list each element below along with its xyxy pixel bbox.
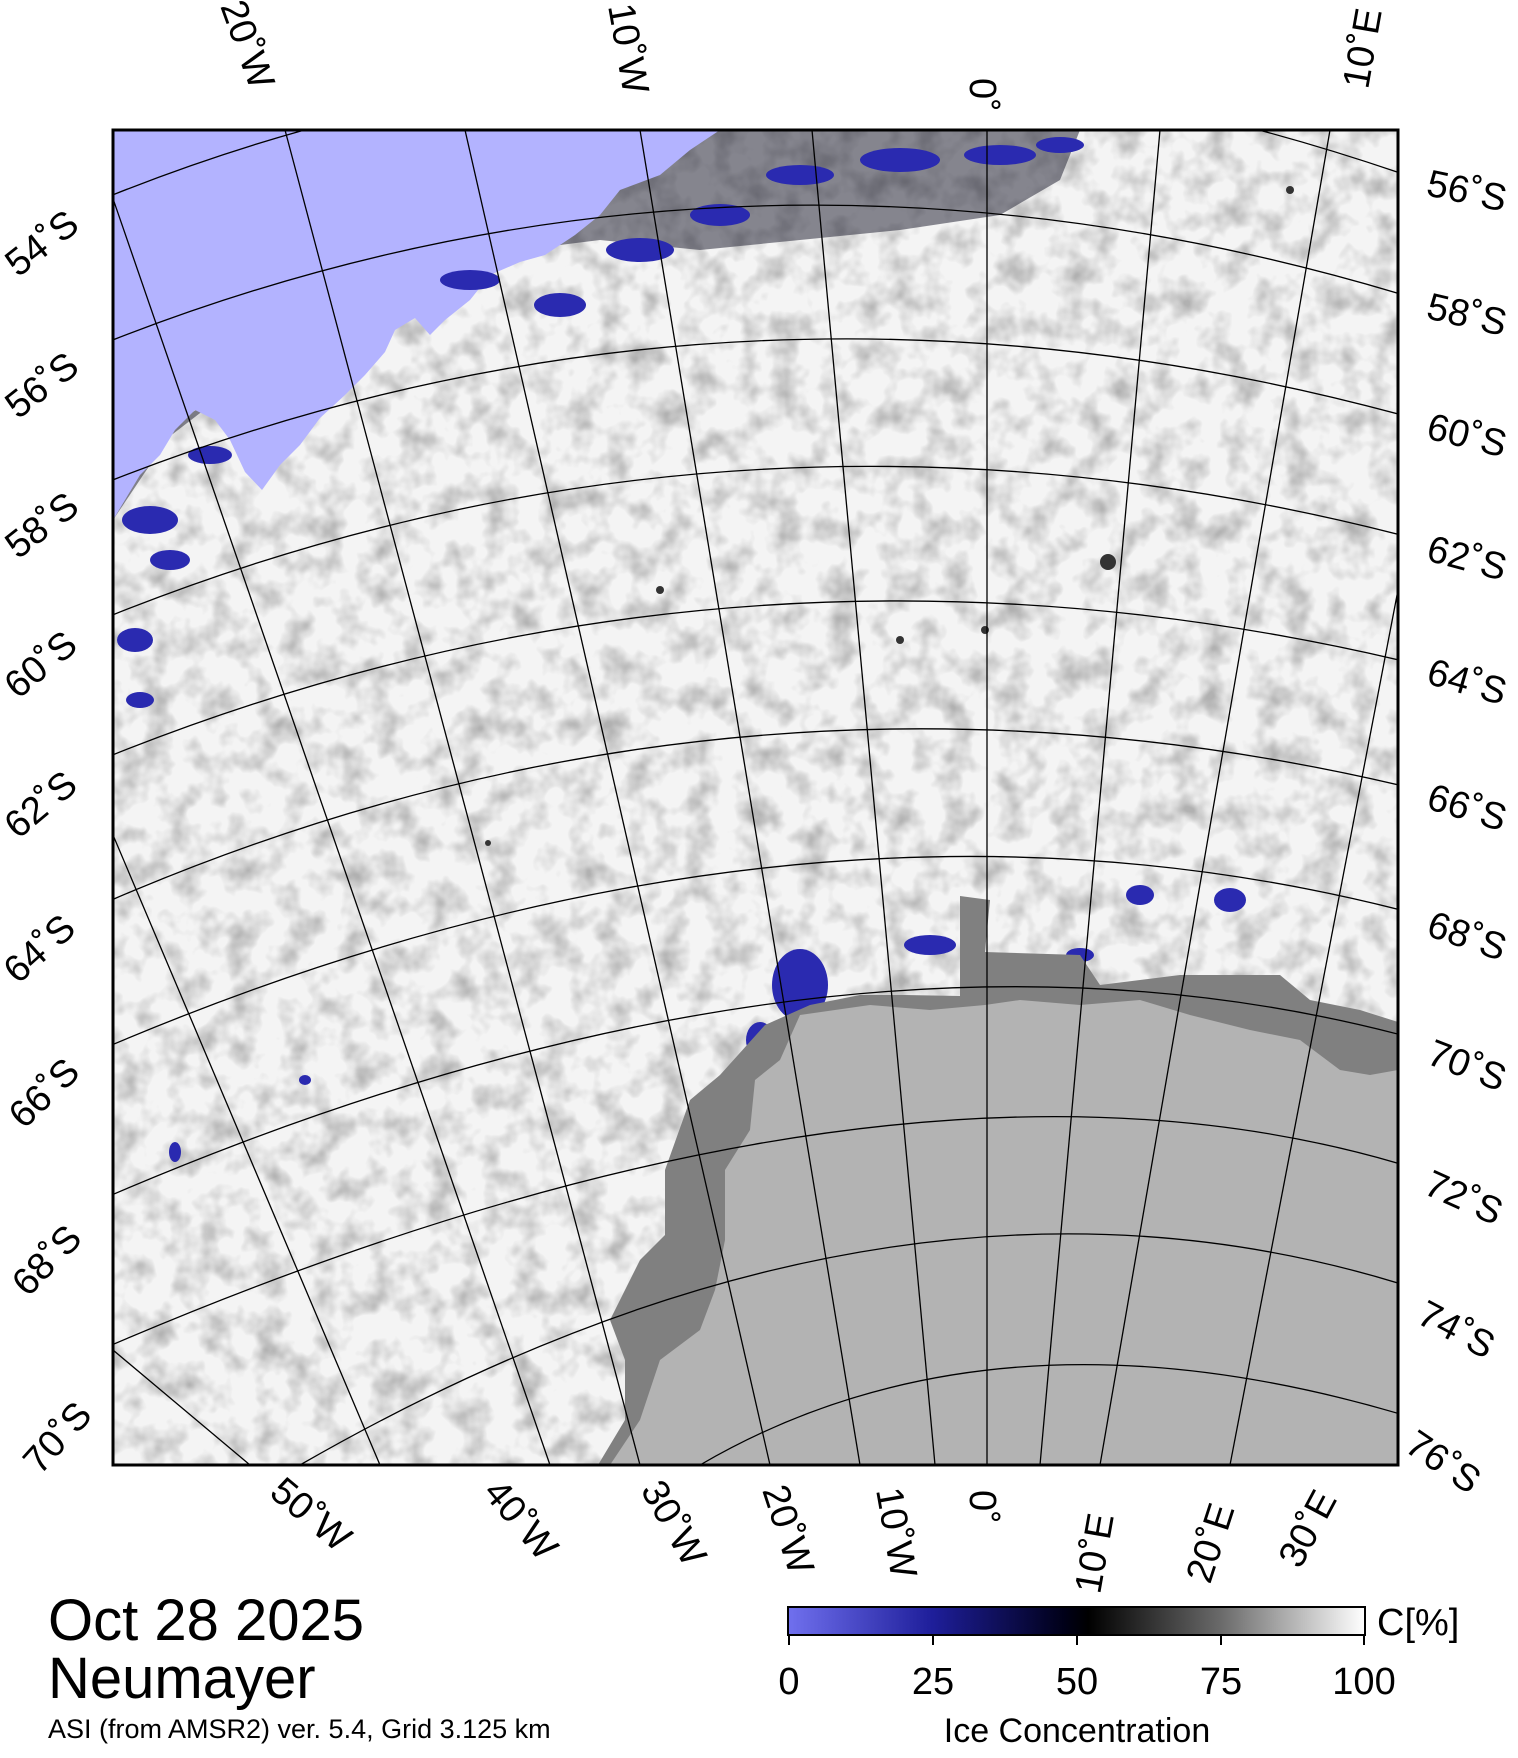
right-lat-label: 66˚S [1422,776,1511,840]
colorbar: 0 25 50 75 100 C[%] Ice Concentration [778,1602,1459,1750]
right-lat-label: 62˚S [1423,528,1511,589]
left-latitude-labels: 54˚S 56˚S 58˚S 60˚S 62˚S 64˚S 66˚S 68˚S … [0,203,100,1482]
right-lat-label: 76˚S [1398,1423,1488,1503]
left-lat-label: 58˚S [0,485,87,568]
right-latitude-labels: 56˚S 58˚S 60˚S 62˚S 64˚S 66˚S 68˚S 70˚S … [1398,163,1512,1503]
right-lat-label: 56˚S [1423,163,1510,221]
open-water [113,130,720,520]
product-info: ASI (from AMSR2) ver. 5.4, Grid 3.125 km [48,1714,551,1744]
left-lat-label: 66˚S [1,1050,88,1136]
bottom-lon-label: 10˚E [1068,1510,1123,1596]
bottom-lon-label: 10˚W [867,1484,924,1581]
colorbar-tick-label: 50 [1056,1661,1098,1703]
bottom-lon-label: 30˚E [1271,1484,1346,1575]
left-lat-label: 70˚S [15,1394,100,1482]
colorbar-title: Ice Concentration [944,1712,1211,1750]
graticule [113,130,1398,1465]
right-lat-label: 72˚S [1418,1163,1508,1234]
left-lat-label: 68˚S [4,1217,90,1304]
top-lon-label: 10˚E [1336,5,1391,91]
left-lat-label: 60˚S [0,623,85,707]
right-lat-label: 70˚S [1422,1032,1512,1100]
top-lon-label: 10˚W [599,0,656,97]
dark-ice-spots [485,186,1294,846]
colorbar-tick-label: 25 [912,1661,954,1703]
right-lat-label: 58˚S [1423,286,1511,345]
bottom-longitude-labels: 50˚W 40˚W 30˚W 20˚W 10˚W 0˚ 10˚E 20˚E 30… [262,1470,1345,1597]
left-lat-label: 64˚S [0,907,84,992]
colorbar-gradient [787,1606,1366,1636]
antarctic-continent [610,1000,1398,1465]
bottom-lon-label: 30˚W [632,1474,714,1574]
bottom-lon-label: 20˚E [1179,1498,1244,1587]
low-concentration-patches [117,137,1246,1162]
left-lat-label: 54˚S [0,203,87,286]
right-lat-label: 74˚S [1411,1293,1502,1368]
right-lat-label: 64˚S [1423,651,1512,714]
bottom-lon-label: 40˚W [475,1472,566,1569]
title-block: Oct 28 2025 Neumayer ASI (from AMSR2) ve… [48,1592,551,1746]
colorbar-tick-label: 75 [1200,1661,1242,1703]
right-lat-label: 60˚S [1423,406,1511,466]
bottom-lon-label: 50˚W [262,1470,359,1561]
bottom-lon-label: 20˚W [753,1480,821,1579]
left-lat-label: 62˚S [0,763,85,847]
bottom-lon-label: 0˚ [961,1490,1003,1524]
right-lat-label: 68˚S [1422,904,1512,970]
station-name: Neumayer [48,1646,316,1711]
colorbar-unit: C[%] [1377,1602,1459,1644]
top-longitude-labels: 20˚W 10˚W 0˚ 10˚E [212,0,1391,112]
top-lon-label: 0˚ [961,78,1003,112]
map-date: Oct 28 2025 [48,1588,364,1653]
colorbar-tick-label: 0 [778,1661,799,1703]
colorbar-tick-label: 100 [1332,1661,1395,1703]
ice-edge-low-concentration [113,130,1080,520]
left-lat-label: 56˚S [0,345,87,428]
map-frame [111,128,1400,1467]
top-lon-label: 20˚W [212,0,283,95]
